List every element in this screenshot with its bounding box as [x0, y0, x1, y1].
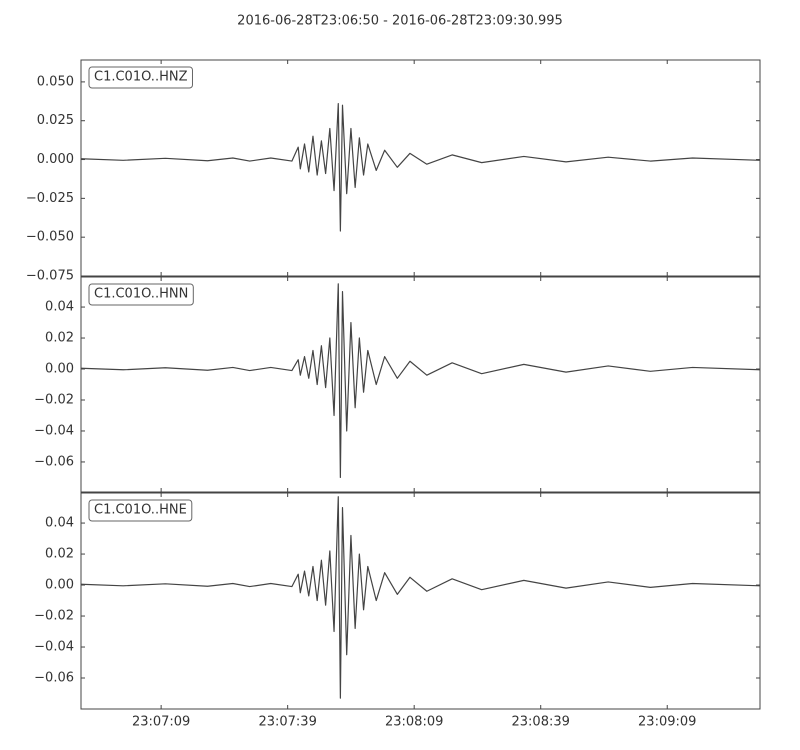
x-tick-label: 23:09:09: [638, 715, 696, 730]
y-tick-label: −0.06: [34, 454, 74, 469]
trace-label: C1.C01O..HNN: [94, 287, 188, 302]
x-tick-label: 23:07:39: [258, 715, 316, 730]
trace-label-box: [88, 283, 194, 306]
y-tick-label: −0.04: [34, 640, 74, 655]
y-tick-label: 0.000: [37, 152, 74, 167]
waveform: [81, 496, 760, 699]
y-tick-label: 0.04: [45, 300, 74, 315]
chart-title: 2016-06-28T23:06:50 - 2016-06-28T23:09:3…: [237, 14, 563, 29]
y-tick-label: 0.00: [45, 362, 74, 377]
y-tick-label: −0.02: [34, 392, 74, 407]
y-tick-label: −0.04: [34, 423, 74, 438]
y-tick-label: −0.02: [34, 609, 74, 624]
axes-frame: [80, 276, 761, 493]
trace-label: C1.C01O..HNE: [94, 503, 187, 518]
y-tick-label: 0.02: [45, 331, 74, 346]
y-tick-label: 0.04: [45, 516, 74, 531]
trace-label-box: [88, 499, 193, 522]
y-tick-label: 0.050: [37, 74, 74, 89]
waveform: [81, 283, 760, 479]
y-tick-label: −0.050: [26, 230, 74, 245]
y-tick-label: −0.025: [26, 191, 74, 206]
y-tick-label: 0.00: [45, 578, 74, 593]
x-tick-label: 23:08:39: [512, 715, 570, 730]
waveform: [81, 103, 760, 232]
y-tick-label: −0.075: [26, 269, 74, 284]
axes-frame: [80, 492, 761, 710]
y-tick-label: 0.025: [37, 113, 74, 128]
trace-label: C1.C01O..HNZ: [94, 70, 188, 85]
axes-frame: [80, 59, 761, 277]
y-tick-label: −0.06: [34, 671, 74, 686]
y-tick-label: 0.02: [45, 547, 74, 562]
x-tick-label: 23:08:09: [385, 715, 443, 730]
trace-label-box: [88, 66, 193, 89]
x-tick-label: 23:07:09: [132, 715, 190, 730]
